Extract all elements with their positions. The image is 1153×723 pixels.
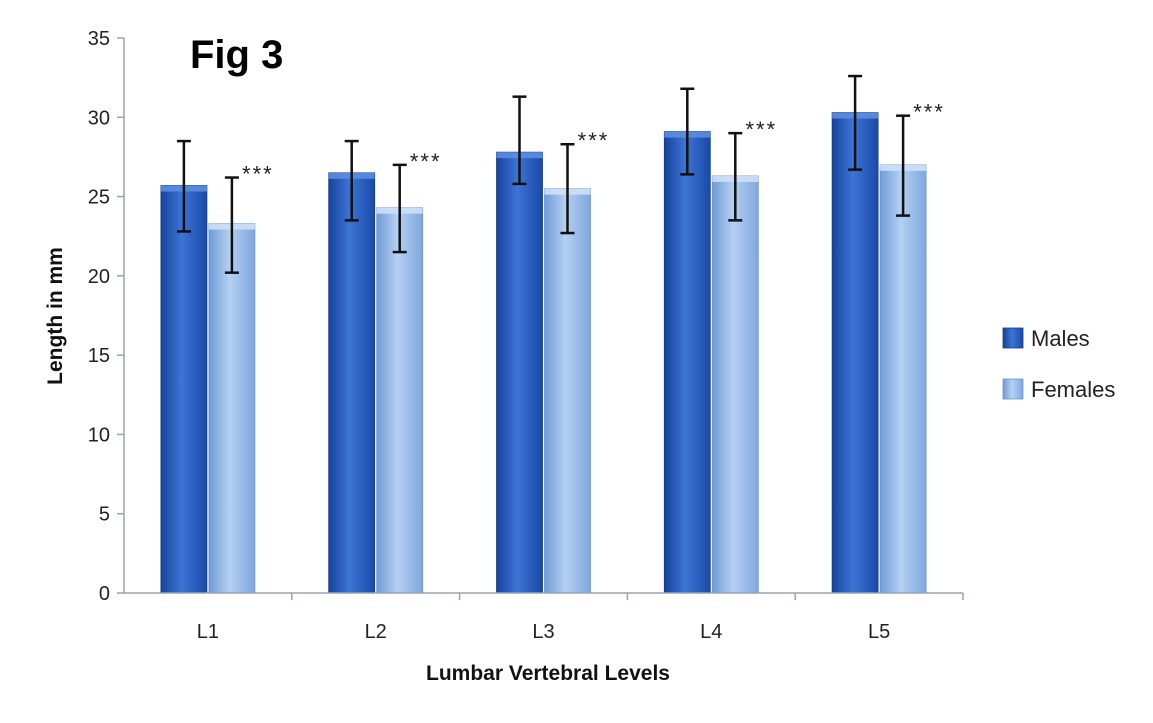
bar-males-l2 [328, 172, 376, 594]
bar-females-l5 [879, 164, 927, 594]
bar-females-l3 [544, 188, 591, 594]
y-axis-label: Length in mm [44, 247, 67, 385]
bar-males-l3 [496, 151, 543, 594]
y-axis-ticks: 0 5 10 15 20 25 30 35 [88, 28, 124, 605]
y-tick-label: 25 [88, 187, 110, 209]
bar-females-l4 [711, 175, 759, 594]
significance-marker-l2: *** [410, 149, 442, 174]
legend-swatch-females [1002, 378, 1024, 400]
significance-marker-l3: *** [578, 128, 610, 153]
x-tick-label: L1 [197, 621, 219, 643]
x-axis-label: Lumbar Vertebral Levels [426, 662, 670, 685]
x-tick-label: L3 [532, 621, 554, 643]
bar-females-l2 [376, 207, 424, 594]
legend-swatch-males [1002, 327, 1024, 349]
y-tick-label: 20 [88, 266, 110, 288]
error-bars [176, 74, 911, 274]
y-tick-label: 15 [88, 345, 110, 367]
significance-marker-l1: *** [242, 162, 274, 187]
x-tick-label: L4 [700, 621, 722, 643]
y-tick-label: 10 [88, 424, 110, 446]
y-tick-label: 0 [99, 583, 110, 605]
y-tick-label: 30 [88, 107, 110, 129]
legend-label-females: Females [1031, 377, 1115, 402]
chart-title: Fig 3 [190, 33, 283, 77]
x-tick-label: L5 [868, 621, 890, 643]
significance-markers: *** *** *** *** *** [242, 100, 945, 187]
significance-marker-l4: *** [745, 117, 777, 142]
x-axis-ticks: L1 L2 L3 L4 L5 [197, 593, 964, 643]
y-tick-label: 35 [88, 28, 110, 50]
bar-males-l1 [160, 185, 208, 594]
legend: Males Females [1002, 326, 1115, 402]
significance-marker-l5: *** [913, 100, 945, 125]
bar-males-l4 [663, 131, 711, 594]
bar-females-l1 [208, 223, 256, 594]
bars [160, 112, 927, 594]
bar-males-l5 [831, 112, 879, 594]
y-tick-label: 5 [99, 504, 110, 526]
legend-label-males: Males [1031, 326, 1090, 351]
x-tick-label: L2 [365, 621, 387, 643]
